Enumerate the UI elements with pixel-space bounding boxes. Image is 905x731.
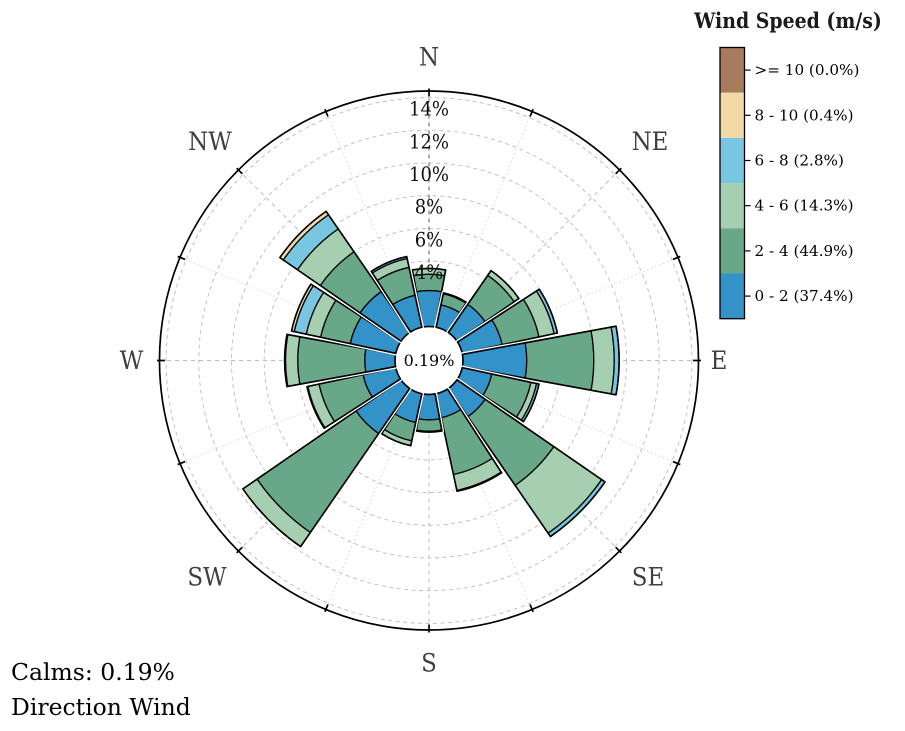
legend-swatch-6828 xyxy=(720,137,745,184)
compass-label-NW: NW xyxy=(188,127,232,157)
axis-tick-WNW xyxy=(177,255,186,261)
bar-outline-NE xyxy=(447,269,520,342)
legend-label-1000: >= 10 (0.0%) xyxy=(755,61,860,79)
legend-label-24449: 2 - 4 (44.9%) xyxy=(755,242,854,260)
axis-tick-WSW xyxy=(177,460,186,466)
axis-tick-NE xyxy=(615,167,622,175)
compass-label-SW: SW xyxy=(187,563,227,593)
compass-label-SE: SE xyxy=(632,563,664,593)
legend-label-46143: 4 - 6 (14.3%) xyxy=(755,197,854,215)
bar-segment-W-46 xyxy=(284,333,301,388)
bar-outline-SE xyxy=(447,379,606,538)
calm-circle xyxy=(395,326,463,395)
radial-tick-label-14: 14% xyxy=(409,97,449,121)
grid-spoke-SW xyxy=(238,384,406,551)
legend-title: Wind Speed (m/s) xyxy=(693,8,882,33)
axis-tick-SSW xyxy=(324,604,329,613)
bar-outline-NW xyxy=(279,210,411,342)
bar-outline-NNW xyxy=(370,255,423,333)
bar-segment-E-46 xyxy=(590,326,615,395)
bar-outline-WSW xyxy=(306,366,402,430)
compass-label-S: S xyxy=(421,649,437,679)
radial-tick-label-10: 10% xyxy=(409,162,449,186)
legend-swatch-24449 xyxy=(720,228,745,274)
bar-outline-SW xyxy=(242,379,411,548)
axis-tick-NW xyxy=(236,167,243,175)
calms-annotation: Calms: 0.19% xyxy=(11,658,175,686)
axis-tick-SSE xyxy=(529,604,534,613)
bar-segment-S-24 xyxy=(415,418,443,432)
bar-outline-ESE xyxy=(456,366,540,423)
axis-tick-NNW xyxy=(324,108,329,117)
radial-tick-label-6: 6% xyxy=(415,227,444,251)
axis-tick-SE xyxy=(615,546,622,554)
compass-label-N: N xyxy=(419,43,439,73)
calm-center-label: 0.19% xyxy=(404,351,455,370)
bar-outline-N xyxy=(411,267,447,328)
legend-swatch-46143 xyxy=(720,183,745,229)
bar-outline-WNW xyxy=(290,283,402,355)
grid-spoke-NE xyxy=(452,170,620,337)
direction-axis-label: Direction Wind xyxy=(11,693,191,721)
bar-outline-ENE xyxy=(456,288,559,355)
radial-tick-label-8: 8% xyxy=(415,195,444,219)
radial-tick-label-12: 12% xyxy=(409,129,449,153)
bar-outline-S xyxy=(415,393,443,433)
legend-swatch-81004 xyxy=(720,92,745,138)
grid-ring-14pct xyxy=(165,97,693,624)
compass-label-NE: NE xyxy=(632,127,669,157)
legend-swatch-02374 xyxy=(720,273,745,319)
grid-spoke-NW xyxy=(238,170,406,337)
bar-outline-SSW xyxy=(380,388,423,447)
compass-label-E: E xyxy=(711,346,728,376)
axis-tick-SW xyxy=(236,546,243,554)
legend-colorbar-outline xyxy=(719,46,746,320)
axis-tick-NNE xyxy=(529,108,534,117)
grid-ring-12pct xyxy=(198,129,660,592)
axis-tick-ESE xyxy=(672,460,681,466)
compass-label-W: W xyxy=(120,346,144,376)
grid-spoke-SE xyxy=(452,384,620,551)
bar-outline-SSE xyxy=(435,388,503,493)
bar-outline-E xyxy=(461,325,620,396)
legend-label-81004: 8 - 10 (0.4%) xyxy=(755,106,854,124)
legend-label-02374: 0 - 2 (37.4%) xyxy=(755,287,854,305)
grid-spoke-NNE xyxy=(441,112,533,330)
bar-outline-W xyxy=(283,333,397,388)
legend-swatch-1000 xyxy=(720,47,745,93)
legend-label-6828: 6 - 8 (2.8%) xyxy=(755,152,844,170)
axis-tick-ENE xyxy=(672,255,681,261)
radial-tick-label-4: 4% xyxy=(415,260,444,284)
